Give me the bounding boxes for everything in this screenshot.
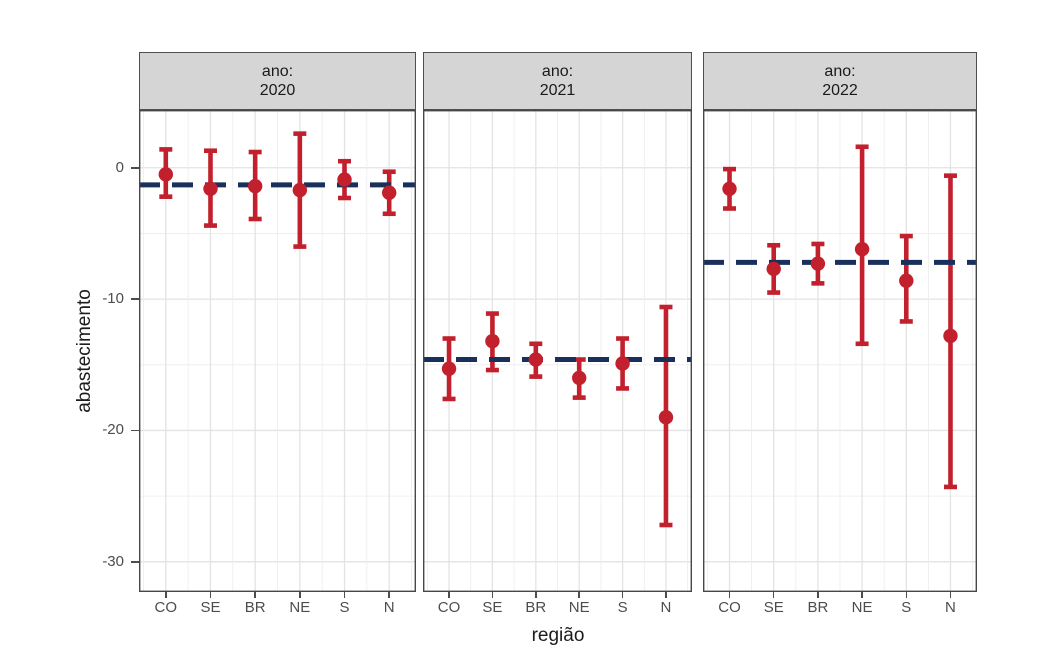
point-SE-2021 (485, 333, 500, 349)
panel-border (139, 110, 416, 592)
x-tick-label-SE-2020: SE (200, 599, 221, 616)
point-N-2020 (381, 185, 397, 200)
point-CO-2020 (158, 167, 174, 182)
facet-strip-prefix: ano: (824, 63, 856, 80)
y-tick-label-0: 0 (115, 158, 124, 176)
x-tick-label-N-2022: N (945, 599, 956, 616)
x-tick-mark (165, 592, 167, 598)
x-tick-mark (535, 592, 537, 598)
point-SE-2020 (203, 181, 218, 197)
y-tick-mark (131, 167, 139, 169)
point-S-2021 (615, 356, 630, 371)
x-tick-label-SE-2021: SE (482, 599, 503, 616)
point-CO-2022 (722, 181, 737, 197)
x-tick-label-CO-2022: CO (718, 599, 741, 616)
x-tick-label-N-2020: N (383, 599, 395, 616)
x-axis-title: região (531, 625, 585, 646)
x-tick-mark (254, 592, 256, 598)
y-tick-label--20: -20 (102, 421, 124, 439)
x-tick-label-BR-2020: BR (244, 599, 266, 616)
x-tick-mark (299, 592, 301, 598)
x-tick-label-NE-2021: NE (568, 599, 590, 616)
point-CO-2021 (441, 361, 457, 376)
x-tick-mark (772, 592, 775, 598)
point-S-2022 (899, 273, 914, 288)
facet-panel-2021 (423, 110, 692, 592)
x-tick-mark (388, 592, 390, 598)
x-tick-label-N-2021: N (660, 599, 672, 616)
x-tick-mark (578, 592, 580, 598)
point-SE-2022 (766, 261, 781, 277)
point-N-2021 (658, 410, 674, 425)
y-tick-mark (131, 561, 139, 563)
facet-panel-2022 (703, 110, 977, 592)
x-tick-mark (905, 592, 908, 598)
facet-strip-year: 2020 (259, 82, 296, 99)
x-tick-label-NE-2020: NE (289, 599, 311, 616)
x-tick-mark (448, 592, 450, 598)
facet-strip-2020: ano: 2020 (139, 52, 416, 110)
facet-strip-year: 2021 (539, 82, 576, 99)
x-tick-label-S-2020: S (339, 599, 350, 616)
facet-strip-prefix: ano: (541, 63, 574, 80)
x-tick-label-S-2022: S (901, 599, 912, 616)
point-N-2022 (943, 328, 958, 344)
x-tick-mark (665, 592, 667, 598)
panel-border (423, 110, 692, 592)
y-tick-mark (131, 429, 139, 432)
point-NE-2021 (571, 370, 587, 386)
point-BR-2022 (810, 256, 826, 271)
x-tick-mark (817, 592, 819, 598)
panel-border (703, 110, 977, 592)
x-tick-label-CO-2021: CO (437, 599, 461, 616)
point-NE-2022 (854, 242, 870, 257)
x-tick-label-BR-2021: BR (525, 599, 547, 616)
x-tick-mark (728, 592, 731, 598)
x-tick-mark (491, 592, 494, 598)
point-S-2020 (337, 172, 352, 187)
facet-panel-2020 (139, 110, 416, 592)
y-tick-label--10: -10 (102, 290, 124, 308)
x-tick-label-NE-2022: NE (851, 599, 873, 616)
facet-strip-2021: ano: 2021 (423, 52, 692, 110)
x-tick-label-S-2021: S (617, 599, 628, 616)
y-tick-label--30: -30 (102, 552, 124, 570)
x-tick-label-BR-2022: BR (807, 599, 829, 616)
x-tick-mark (621, 592, 624, 598)
x-tick-mark (343, 592, 346, 598)
point-BR-2020 (247, 178, 263, 194)
x-tick-label-CO-2020: CO (154, 599, 178, 616)
point-NE-2020 (292, 182, 308, 198)
facet-strip-prefix: ano: (261, 63, 294, 80)
y-tick-mark (131, 298, 139, 300)
x-tick-label-SE-2022: SE (763, 599, 784, 616)
point-BR-2021 (528, 352, 544, 367)
x-tick-mark (861, 592, 863, 598)
x-tick-mark (209, 592, 212, 598)
facet-strip-2022: ano: 2022 (703, 52, 977, 110)
facet-strip-year: 2022 (822, 82, 858, 99)
x-tick-mark (949, 592, 952, 598)
